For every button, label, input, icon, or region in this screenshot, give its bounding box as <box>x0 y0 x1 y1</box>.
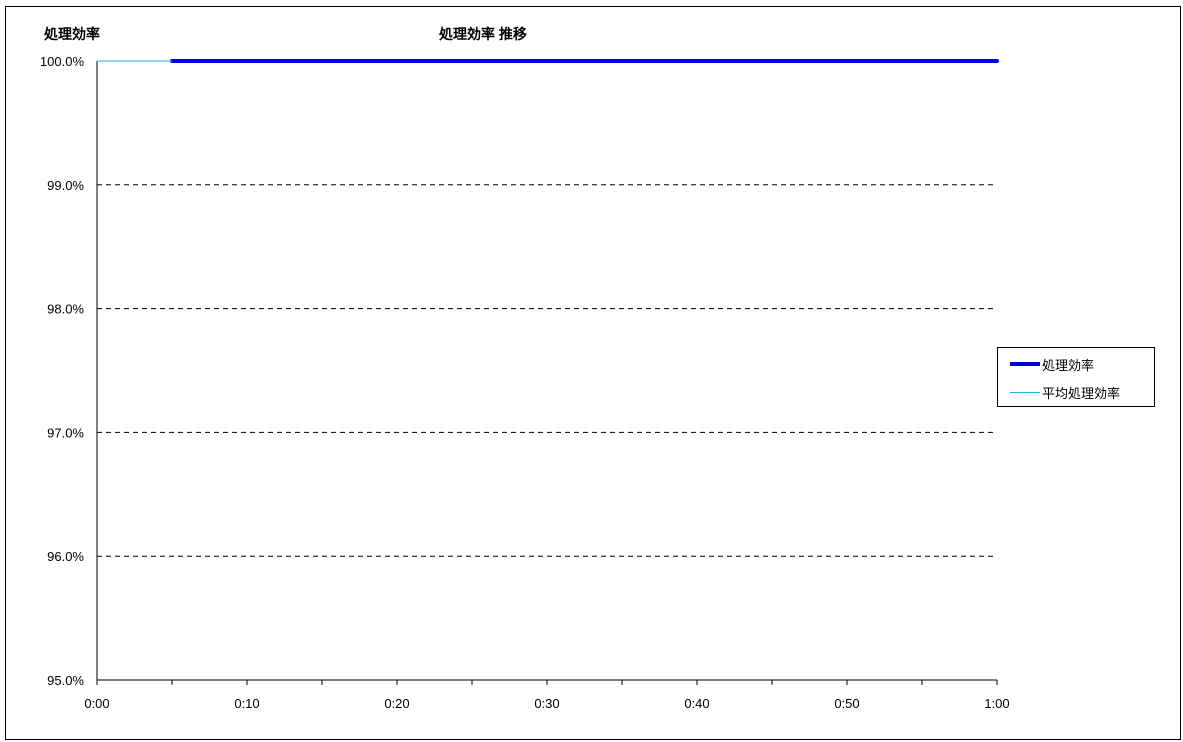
legend-swatch-average-efficiency <box>1010 391 1040 393</box>
x-tick-label: 0:00 <box>84 696 109 711</box>
chart-title: 処理効率 推移 <box>438 26 527 42</box>
x-tick-label: 0:50 <box>834 696 859 711</box>
x-tick-label: 0:10 <box>234 696 259 711</box>
y-tick-label: 95.0% <box>47 673 84 688</box>
tick-labels: 100.0% 99.0% 98.0% 97.0% 96.0% 95.0%0:00 0:10 0… <box>40 54 1010 711</box>
chart-frame <box>5 6 1181 740</box>
x-tick-label: 0:20 <box>384 696 409 711</box>
axes <box>96 61 998 685</box>
legend-item-efficiency: 処理効率 <box>1010 356 1095 373</box>
y-tick-label: 97.0% <box>47 425 84 440</box>
legend-item-average-efficiency: 平均処理効率 <box>1010 384 1121 401</box>
gridlines <box>97 184 997 557</box>
x-tick-label: 1:00 <box>984 696 1009 711</box>
y-tick-label: 99.0% <box>47 178 84 193</box>
x-tick-label: 0:30 <box>534 696 559 711</box>
legend-label-average-efficiency: 平均処理効率 <box>1042 385 1121 401</box>
y-axis-title: 処理効率 <box>43 26 100 42</box>
legend: 処理効率 平均処理効率 <box>997 347 1155 407</box>
legend-swatch-efficiency <box>1010 362 1040 366</box>
y-tick-label: 98.0% <box>47 302 84 317</box>
y-tick-label: 96.0% <box>47 549 84 564</box>
x-tick-label: 0:40 <box>684 696 709 711</box>
legend-label-efficiency: 処理効率 <box>1042 357 1095 373</box>
y-tick-label: 100.0% <box>40 54 85 69</box>
